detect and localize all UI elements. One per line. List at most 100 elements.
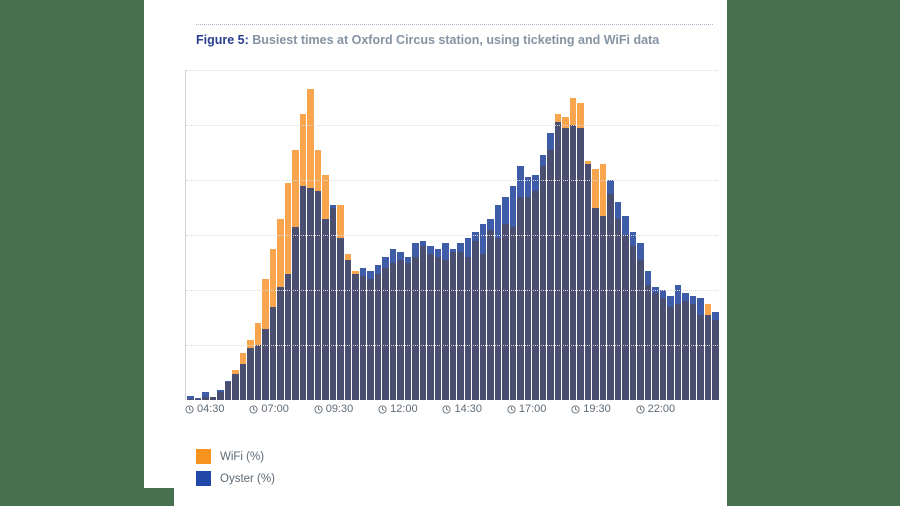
x-tick: 17:00 <box>507 403 546 415</box>
oyster-excess-segment <box>472 232 479 241</box>
bar-group <box>374 70 381 400</box>
x-tick: 22:00 <box>636 403 676 415</box>
overlap-segment <box>322 218 329 400</box>
bar-group <box>194 70 201 400</box>
oyster-excess-segment <box>412 243 419 257</box>
wifi-legend-label: WiFi (%) <box>220 450 265 463</box>
bar-group <box>232 70 239 400</box>
bar-group <box>209 70 216 400</box>
overlap-segment <box>389 262 396 400</box>
wifi-excess-segment <box>569 97 576 125</box>
overlap-segment <box>329 207 336 400</box>
clock-icon <box>378 404 387 414</box>
overlap-segment <box>307 188 314 400</box>
overlap-segment <box>682 301 689 400</box>
oyster-excess-segment <box>674 284 681 304</box>
oyster-excess-segment <box>667 295 674 307</box>
oyster-excess-segment <box>217 390 224 393</box>
oyster-excess-segment <box>532 174 539 191</box>
bar-group <box>292 70 299 400</box>
wifi-excess-segment <box>592 169 599 208</box>
legend-item-oyster: Oyster (%) <box>196 471 275 486</box>
bar-group <box>389 70 396 400</box>
oyster-excess-segment <box>622 215 629 235</box>
bar-group <box>674 70 681 400</box>
bar-group <box>187 70 194 400</box>
overlap-segment <box>652 292 659 400</box>
bar-group <box>322 70 329 400</box>
bar-group <box>307 70 314 400</box>
oyster-excess-segment <box>689 295 696 304</box>
bar-group <box>607 70 614 400</box>
bar-group <box>434 70 441 400</box>
overlap-segment <box>427 254 434 400</box>
x-tick: 04:30 <box>185 403 225 415</box>
oyster-excess-segment <box>539 155 546 167</box>
wifi-excess-segment <box>344 254 351 260</box>
overlap-segment <box>584 163 591 400</box>
oyster-excess-segment <box>502 196 509 224</box>
oyster-excess-segment <box>359 268 366 277</box>
wifi-excess-segment <box>254 323 261 345</box>
bar-group <box>517 70 524 400</box>
clock-icon <box>249 404 258 414</box>
oyster-excess-segment <box>457 243 464 252</box>
oyster-legend-swatch <box>196 471 211 486</box>
bar-group <box>449 70 456 400</box>
overlap-segment <box>232 373 239 400</box>
overlap-segment <box>337 237 344 400</box>
bar-group <box>359 70 366 400</box>
bar-group <box>427 70 434 400</box>
overlap-segment <box>194 398 201 400</box>
oyster-excess-segment <box>434 248 441 257</box>
wifi-excess-segment <box>307 89 314 189</box>
oyster-excess-segment <box>404 257 411 263</box>
bar-group <box>599 70 606 400</box>
bar-group <box>704 70 711 400</box>
overlap-segment <box>659 298 666 400</box>
oyster-excess-segment <box>614 202 621 219</box>
overlap-segment <box>262 328 269 400</box>
overlap-segment <box>502 224 509 400</box>
bar-group <box>457 70 464 400</box>
overlap-segment <box>509 226 516 400</box>
overlap-segment <box>374 273 381 400</box>
oyster-excess-segment <box>629 232 636 246</box>
bar-group <box>419 70 426 400</box>
wifi-excess-segment <box>562 116 569 128</box>
bar-group <box>569 70 576 400</box>
wifi-excess-segment <box>584 160 591 164</box>
bar-group <box>382 70 389 400</box>
overlap-segment <box>202 397 209 400</box>
gridline <box>186 70 718 71</box>
wifi-excess-segment <box>277 218 284 288</box>
bar-group <box>577 70 584 400</box>
bar-group <box>592 70 599 400</box>
x-tick-label: 19:30 <box>583 403 611 415</box>
x-tick-label: 09:30 <box>325 403 354 415</box>
wifi-excess-segment <box>299 114 306 186</box>
bar-group <box>479 70 486 400</box>
overlap-segment <box>367 279 374 400</box>
overlap-segment <box>472 240 479 400</box>
oyster-excess-segment <box>517 166 524 197</box>
bar-group <box>712 70 719 400</box>
bar-group <box>202 70 209 400</box>
oyster-excess-segment <box>389 248 396 263</box>
oyster-legend-label: Oyster (%) <box>220 472 275 485</box>
overlap-segment <box>554 122 561 400</box>
bar-group <box>442 70 449 400</box>
bar-group <box>277 70 284 400</box>
oyster-excess-segment <box>367 270 374 279</box>
x-tick-label: 22:00 <box>647 403 676 415</box>
bar-group <box>412 70 419 400</box>
figure-caption: Busiest times at Oxford Circus station, … <box>248 33 660 47</box>
overlap-segment <box>622 235 629 400</box>
overlap-segment <box>254 345 261 400</box>
bar-group <box>629 70 636 400</box>
wifi-excess-segment <box>337 204 344 238</box>
bar-group <box>284 70 291 400</box>
bar-group <box>554 70 561 400</box>
wifi-excess-segment <box>284 182 291 274</box>
overlap-segment <box>539 166 546 400</box>
